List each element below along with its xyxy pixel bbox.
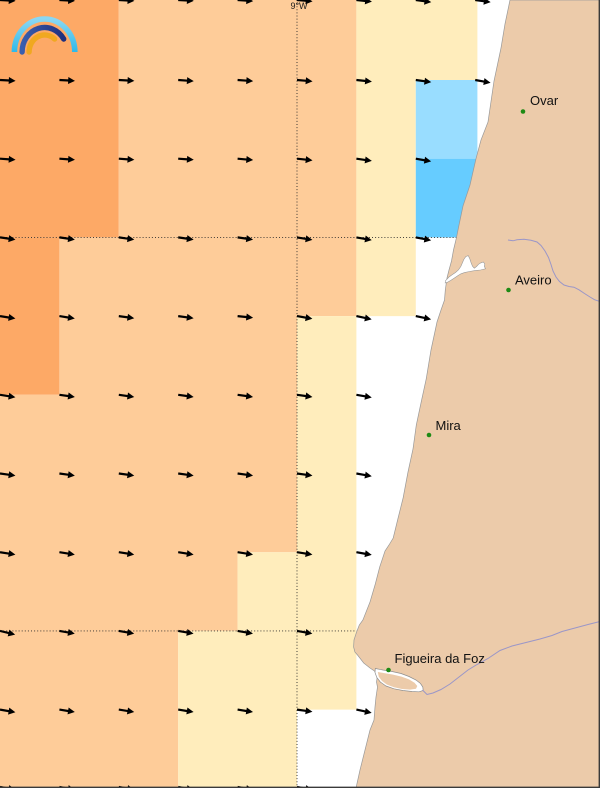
- svg-text:Aveiro: Aveiro: [515, 273, 552, 288]
- svg-text:Mira: Mira: [436, 418, 462, 433]
- svg-text:9°W: 9°W: [290, 1, 308, 11]
- svg-text:Figueira da Foz: Figueira da Foz: [395, 651, 485, 666]
- svg-text:Ovar: Ovar: [530, 93, 559, 108]
